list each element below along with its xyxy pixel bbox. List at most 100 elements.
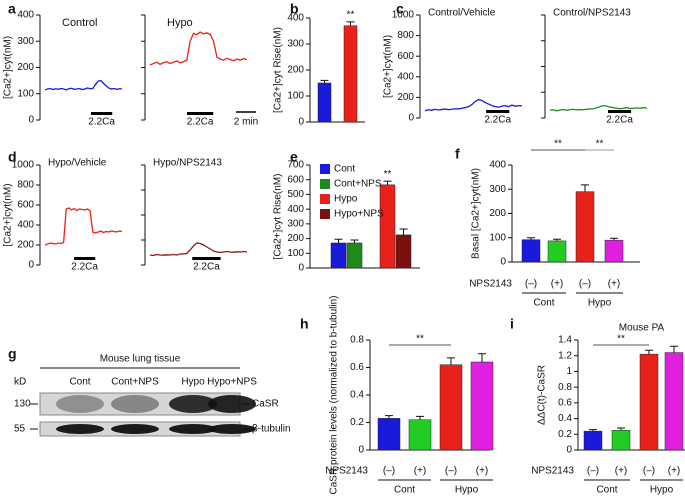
y-tick-label: 100 <box>489 232 506 243</box>
error-bar <box>645 349 653 355</box>
y-tick-label: 0.8 <box>350 335 364 346</box>
y-tick-label: 1.2 <box>558 350 572 361</box>
x-tick-label: (+) <box>551 279 564 290</box>
y-axis-label: Basal [Ca2+]cyt(nM) <box>471 168 482 259</box>
bar <box>408 419 432 451</box>
error-bar <box>553 238 561 241</box>
group-label: Cont <box>394 485 415 496</box>
unit-label: kD <box>14 377 26 388</box>
error-bar <box>581 184 589 192</box>
trace <box>424 98 523 112</box>
y-tick-label: 400 <box>287 13 304 24</box>
y-tick-label: 200 <box>17 62 34 73</box>
stimulus-label: 2.2Ca <box>187 117 214 128</box>
y-tick-label: 100 <box>17 88 34 99</box>
error-bar <box>334 238 343 243</box>
legend-label: Hypo+NPS <box>334 209 384 220</box>
error-bar <box>350 239 359 243</box>
error-bar <box>383 180 392 185</box>
marker-label: 130 <box>14 399 31 410</box>
y-tick-label: 800 <box>17 180 34 191</box>
bar <box>377 418 401 451</box>
x-tick-label: (–) <box>587 466 599 477</box>
y-axis-label: [Ca2+]cyt(nM) <box>383 35 394 98</box>
chart-title: Mouse PA <box>619 323 665 334</box>
bar <box>547 240 567 263</box>
stimulus-bar <box>91 112 113 115</box>
error-bar <box>346 21 355 26</box>
stimulus-bar <box>486 110 510 113</box>
band <box>111 424 159 434</box>
marker-label: 55 <box>14 424 26 435</box>
trace <box>44 79 123 91</box>
lane-label: Hypo+NPS <box>207 377 257 388</box>
y-tick-label: 300 <box>17 36 34 47</box>
group-label: Hypo <box>650 485 674 496</box>
x-tick-label: (–) <box>643 466 655 477</box>
series-name: Hypo <box>167 17 193 29</box>
y-tick-label: 0.2 <box>350 417 364 428</box>
legend-label: Cont+NPS <box>334 179 382 190</box>
band <box>111 395 159 413</box>
x-tick-label: (+) <box>668 466 681 477</box>
stimulus-label: 2.2Ca <box>71 262 98 273</box>
series-name: Control/NPS2143 <box>553 8 631 19</box>
error-bar <box>320 79 329 83</box>
y-tick-label: 600 <box>397 51 414 62</box>
error-bar <box>447 357 455 365</box>
y-axis-label: [Ca2+]cyt(nM) <box>3 183 14 246</box>
panel-label: c <box>396 1 404 17</box>
error-bar <box>527 237 535 240</box>
bar <box>639 353 659 451</box>
y-tick-label: 300 <box>287 39 304 50</box>
error-bar <box>617 427 625 431</box>
bar <box>583 430 603 451</box>
y-tick-label: 400 <box>489 160 506 171</box>
error-bar <box>610 237 618 241</box>
panel-label: a <box>8 1 16 17</box>
legend-swatch <box>320 194 330 204</box>
y-tick-label: 0 <box>298 117 304 128</box>
panel-label: f <box>455 146 460 162</box>
scale-bar-label: 2 min <box>234 117 258 128</box>
bar <box>521 239 541 263</box>
error-bar <box>385 415 393 419</box>
panel-label: g <box>8 346 17 362</box>
y-tick-label: 800 <box>397 30 414 41</box>
stimulus-bar <box>608 110 632 113</box>
legend-swatch <box>320 179 330 189</box>
y-axis-label: ΔΔC(t)-CaSR <box>537 365 548 425</box>
x-tick-label: (–) <box>445 466 457 477</box>
lane-label: Hypo <box>181 377 205 388</box>
stimulus-bar <box>187 112 214 115</box>
error-bar <box>399 228 408 235</box>
y-tick-label: 0.2 <box>558 429 572 440</box>
y-axis-label: [Ca2+]cyt(nM) <box>3 36 14 99</box>
significance: ** <box>554 139 562 150</box>
y-tick-label: 200 <box>287 233 304 244</box>
y-tick-label: 0 <box>408 113 414 124</box>
bar <box>330 242 347 269</box>
bar <box>439 364 463 451</box>
trace <box>149 242 248 257</box>
y-tick-label: 200 <box>397 92 414 103</box>
y-tick-label: 400 <box>17 10 34 21</box>
significance: ** <box>347 10 355 21</box>
group-label: Cont <box>533 298 554 309</box>
error-bar <box>478 353 486 362</box>
panel-label: h <box>300 316 309 332</box>
y-tick-label: 0 <box>500 257 506 268</box>
x-tick-label: (+) <box>414 466 427 477</box>
lane-label: Cont+NPS <box>111 377 159 388</box>
error-bar <box>589 429 597 432</box>
y-tick-label: 0 <box>28 115 34 126</box>
protein-label: β-tubulin <box>252 424 291 435</box>
trace <box>44 207 123 246</box>
band <box>169 395 217 413</box>
x-tick-label: (+) <box>615 466 628 477</box>
band <box>208 395 256 413</box>
band <box>56 395 104 413</box>
y-tick-label: 0.6 <box>558 397 572 408</box>
legend-swatch <box>320 164 330 174</box>
significance: ** <box>384 169 392 180</box>
